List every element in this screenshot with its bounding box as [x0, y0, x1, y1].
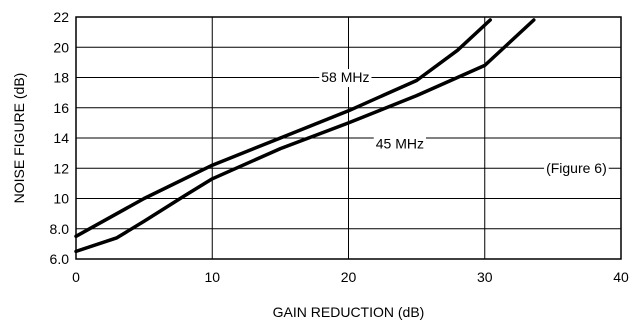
- y-tick-label: 16: [53, 100, 69, 116]
- x-tick-label: 20: [341, 269, 357, 285]
- x-axis-label: GAIN REDUCTION (dB): [273, 304, 425, 320]
- series-layer: [74, 18, 536, 254]
- y-tick-label: 6.0: [50, 251, 70, 267]
- x-tick-label: 40: [613, 269, 629, 285]
- series-annotation: 45 MHz: [376, 136, 424, 152]
- x-tick-label: 0: [72, 269, 80, 285]
- y-axis-label: NOISE FIGURE (dB): [11, 73, 27, 204]
- x-tick-label: 30: [477, 269, 493, 285]
- y-tick-label: 10: [53, 191, 69, 207]
- series-line: [74, 18, 536, 254]
- series-line: [74, 18, 492, 239]
- series-annotation: (Figure 6): [546, 160, 607, 176]
- y-tick-label: 14: [53, 130, 69, 146]
- annotation-background: [319, 69, 372, 88]
- x-tick-label: 10: [204, 269, 220, 285]
- annotation-background: [373, 135, 426, 154]
- annotation-background: [544, 159, 609, 178]
- plot-frame: [75, 16, 622, 260]
- y-tick-label: 22: [53, 9, 69, 25]
- y-tick-label: 18: [53, 70, 69, 86]
- tick-label-layer: 0 10 20 30 40 6.0 8.0 10 12 14 16 18 20 22: [50, 9, 629, 285]
- y-tick-label: 12: [53, 160, 69, 176]
- series-annotation: 58 MHz: [321, 69, 369, 85]
- y-tick-label: 20: [53, 39, 69, 55]
- y-tick-label: 8.0: [50, 221, 70, 237]
- annotation-layer: 58 MHz 45 MHz (Figure 6): [319, 69, 609, 178]
- grid-layer: [75, 16, 622, 260]
